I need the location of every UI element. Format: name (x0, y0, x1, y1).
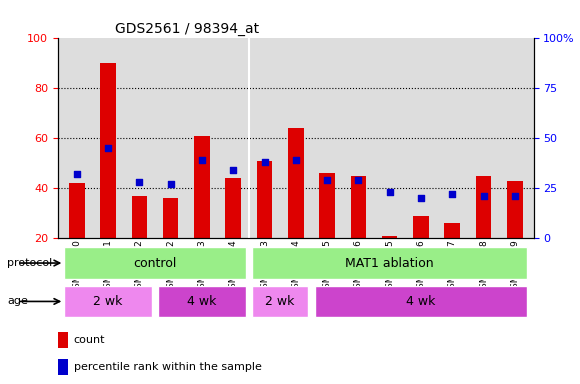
Point (260, 159, 269, 165)
Text: 4 wk: 4 wk (406, 295, 436, 308)
Bar (288, 128, 303, 238)
Bar (382, 235, 397, 238)
Text: count: count (74, 335, 105, 345)
Bar (64, 248, 246, 279)
Bar (100, 63, 116, 238)
Text: percentile rank within the sample: percentile rank within the sample (74, 362, 262, 372)
Bar (507, 180, 523, 238)
Point (479, 193, 488, 199)
Text: MAT1 ablation: MAT1 ablation (345, 257, 434, 270)
Text: 2 wk: 2 wk (266, 295, 295, 308)
Point (197, 157, 206, 163)
Point (72, 171, 81, 177)
Bar (252, 248, 527, 279)
Bar (194, 136, 210, 238)
Bar (252, 286, 309, 317)
Bar (163, 198, 179, 238)
Bar (58, 359, 68, 375)
Text: protocol: protocol (7, 258, 52, 268)
Point (416, 195, 426, 201)
Text: age: age (7, 296, 28, 306)
Bar (413, 216, 429, 238)
Bar (257, 161, 273, 238)
Bar (58, 332, 68, 348)
Bar (132, 195, 147, 238)
Bar (69, 183, 85, 238)
Bar (350, 176, 366, 238)
Text: GDS2561 / 98394_at: GDS2561 / 98394_at (115, 22, 259, 36)
Point (385, 189, 394, 195)
Point (135, 179, 144, 185)
Point (510, 193, 520, 199)
Point (229, 167, 238, 173)
Point (322, 177, 332, 183)
Point (291, 157, 300, 163)
Bar (476, 176, 491, 238)
Bar (319, 173, 335, 238)
Bar (64, 286, 152, 317)
Text: 4 wk: 4 wk (187, 295, 216, 308)
Text: 2 wk: 2 wk (93, 295, 123, 308)
Point (354, 177, 363, 183)
Bar (158, 286, 246, 317)
Bar (444, 223, 460, 238)
Bar (314, 286, 527, 317)
Text: control: control (133, 257, 177, 270)
Point (166, 181, 175, 187)
Point (103, 145, 113, 151)
Point (448, 191, 457, 197)
Bar (226, 178, 241, 238)
